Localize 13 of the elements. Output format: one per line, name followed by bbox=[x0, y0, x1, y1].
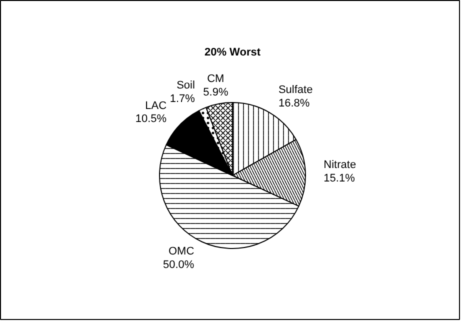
chart-title: 20% Worst bbox=[204, 46, 261, 58]
slice-label: LAC bbox=[145, 100, 167, 112]
data-label: 10.5% bbox=[135, 113, 167, 126]
slice-label: Sulfate bbox=[278, 84, 313, 96]
data-label: 5.9% bbox=[203, 86, 228, 98]
data-label: 15.1% bbox=[324, 172, 356, 184]
slice-label: OMC bbox=[168, 246, 194, 258]
data-label: 1.7% bbox=[170, 92, 196, 105]
data-label: 16.8% bbox=[278, 97, 310, 110]
slice-label: Soil bbox=[176, 80, 195, 92]
slice-label: Nitrate bbox=[324, 159, 356, 172]
slice-label: CM bbox=[207, 73, 224, 86]
data-label: 50.0% bbox=[162, 258, 194, 271]
